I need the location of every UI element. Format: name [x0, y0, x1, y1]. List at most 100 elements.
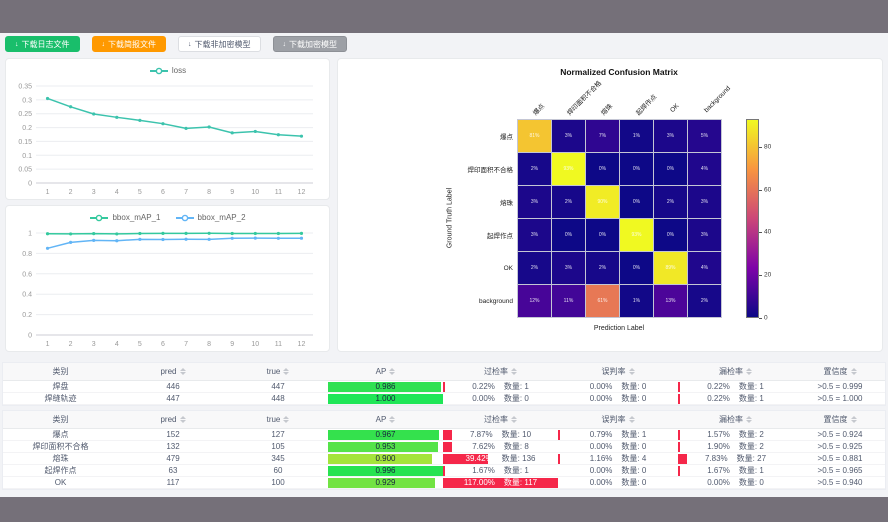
column-header-2[interactable]: true — [228, 415, 328, 424]
ap-bar — [328, 430, 440, 440]
matrix-cell-value: 4% — [700, 265, 709, 271]
column-header-6[interactable]: 漏检率 — [678, 414, 793, 425]
rate-values: 7.62% 数量: 8 — [443, 441, 558, 453]
cell-misjudge-rate: 0.00% 数量: 0 — [558, 381, 678, 393]
matrix-cell-value: 0% — [632, 265, 641, 271]
svg-text:3: 3 — [92, 341, 96, 348]
sort-caret-icon[interactable] — [628, 416, 635, 423]
rate-percent: 117.00% — [463, 478, 495, 487]
rate-bar — [443, 478, 558, 488]
rate-values: 7.87% 数量: 10 — [443, 429, 558, 441]
sort-caret-icon[interactable] — [389, 416, 396, 423]
download-icon: ↓ — [15, 40, 19, 48]
cell-confidence: >0.5 = 0.965 — [817, 466, 863, 475]
column-header-1[interactable]: pred — [118, 367, 228, 376]
cell-misjudge-rate: 0.00% 数量: 0 — [558, 393, 678, 405]
matrix-cell-value: 3% — [700, 199, 709, 205]
matrix-cell: 90% — [586, 186, 619, 218]
colorbar-tick-label: 80 — [764, 143, 772, 151]
download-log-button[interactable]: ↓ 下载日志文件 — [5, 36, 80, 52]
table-row: 爆点 152 127 0.967 7.87% 数量: 10 0.79% 数量: 1 1.57% 数… — [3, 429, 885, 441]
ap-value: 0.900 — [375, 454, 396, 463]
svg-text:10: 10 — [251, 341, 259, 348]
svg-text:0.8: 0.8 — [22, 251, 32, 258]
rate-percent: 7.87% — [469, 430, 493, 439]
sort-caret-icon[interactable] — [746, 368, 752, 375]
legend-item[interactable]: bbox_mAP_2 — [175, 213, 246, 222]
sort-caret-icon[interactable] — [511, 416, 517, 423]
sort-caret-icon[interactable] — [511, 368, 517, 375]
sort-caret-icon[interactable] — [850, 416, 857, 423]
column-header-4[interactable]: 过检率 — [443, 366, 558, 377]
rate-count: 数量: 0 — [503, 394, 529, 403]
svg-text:4: 4 — [115, 341, 119, 348]
rate-bar — [558, 430, 560, 440]
ap-value: 0.986 — [375, 382, 396, 391]
column-header-6[interactable]: 漏检率 — [678, 366, 793, 377]
map-chart-card: bbox_mAP_1 bbox_mAP_2 0 0.2 0.4 0.6 0.8 1 1 2 3 4 5… — [5, 205, 330, 352]
rate-bar — [443, 466, 445, 476]
svg-text:2: 2 — [69, 341, 73, 348]
rate-values: 0.00% 数量: 0 — [558, 441, 678, 453]
legend-label: loss — [171, 66, 187, 75]
download-report-button[interactable]: ↓ 下载简报文件 — [91, 36, 166, 52]
legend-item[interactable]: bbox_mAP_1 — [89, 213, 161, 222]
column-header-5[interactable]: 误判率 — [558, 366, 678, 377]
matrix-cell: 2% — [654, 186, 687, 218]
matrix-cell-value: 90% — [597, 199, 608, 205]
cell-confidence: >0.5 = 0.881 — [817, 454, 863, 463]
sort-caret-icon[interactable] — [389, 368, 396, 375]
column-header-4[interactable]: 过检率 — [443, 414, 558, 425]
cell-ap: 0.967 — [328, 429, 443, 441]
matrix-cell-value: 61% — [597, 298, 608, 304]
column-header-2[interactable]: true — [228, 367, 328, 376]
sort-caret-icon[interactable] — [850, 368, 857, 375]
column-header-5[interactable]: 误判率 — [558, 414, 678, 425]
summary-metrics-table: 类别 pred true AP 过检率 误判率 漏检率 置信度 焊盘 446 447 0.986 0.2… — [2, 362, 886, 406]
rate-count: 数量: 1 — [503, 382, 529, 391]
cell-true: 448 — [271, 394, 285, 403]
column-header-7[interactable]: 置信度 — [793, 414, 887, 425]
download-icon: ↓ — [101, 40, 106, 48]
sort-caret-icon[interactable] — [746, 416, 752, 423]
rate-percent: 0.00% — [589, 466, 613, 475]
download-encrypted-model-button[interactable]: ↓ 下载加密模型 — [272, 36, 347, 52]
cell-pred: 63 — [168, 466, 178, 475]
rate-count: 数量: 8 — [503, 442, 529, 451]
matrix-cell-value: 11% — [563, 298, 574, 304]
matrix-cell-value: 3% — [564, 133, 573, 139]
svg-text:0.35: 0.35 — [18, 84, 32, 91]
column-header-3[interactable]: AP — [328, 415, 443, 424]
cell-ap: 0.900 — [328, 453, 443, 465]
matrix-cell-value: 1% — [632, 133, 641, 139]
colorbar-tick-label: 20 — [764, 271, 772, 279]
svg-text:0.15: 0.15 — [18, 139, 32, 146]
rate-bar — [443, 442, 452, 452]
cell-pred: 479 — [166, 454, 180, 463]
cell-category: 熔珠 — [52, 454, 69, 463]
sort-caret-icon[interactable] — [283, 416, 290, 423]
cell-misjudge-rate: 0.79% 数量: 1 — [558, 429, 678, 441]
sort-caret-icon[interactable] — [283, 368, 290, 375]
matrix-cell: 0% — [620, 186, 653, 218]
cell-category: OK — [54, 478, 67, 487]
column-header-7[interactable]: 置信度 — [793, 366, 887, 377]
map-chart-legend: bbox_mAP_1 bbox_mAP_2 — [6, 206, 329, 226]
column-header-3[interactable]: AP — [328, 367, 443, 376]
sort-caret-icon[interactable] — [179, 368, 186, 375]
rate-bar — [678, 454, 687, 464]
download-unencrypted-model-button[interactable]: ↓ 下载非加密模型 — [178, 36, 261, 52]
legend-item[interactable]: loss — [149, 66, 186, 75]
matrix-cell: 3% — [518, 219, 551, 251]
column-header-1[interactable]: pred — [118, 415, 228, 424]
sort-caret-icon[interactable] — [179, 416, 186, 423]
matrix-column-label: background — [703, 85, 733, 114]
sort-caret-icon[interactable] — [628, 368, 635, 375]
table-header-row: 类别 pred true AP 过检率 误判率 漏检率 置信度 — [3, 411, 885, 429]
rate-percent: 7.83% — [704, 454, 728, 463]
matrix-cell-value: 0% — [666, 166, 675, 172]
matrix-cell-value: 5% — [700, 133, 709, 139]
rate-values: 1.67% 数量: 1 — [678, 465, 793, 477]
matrix-row-label: 焊印面积不合格 — [467, 166, 514, 174]
